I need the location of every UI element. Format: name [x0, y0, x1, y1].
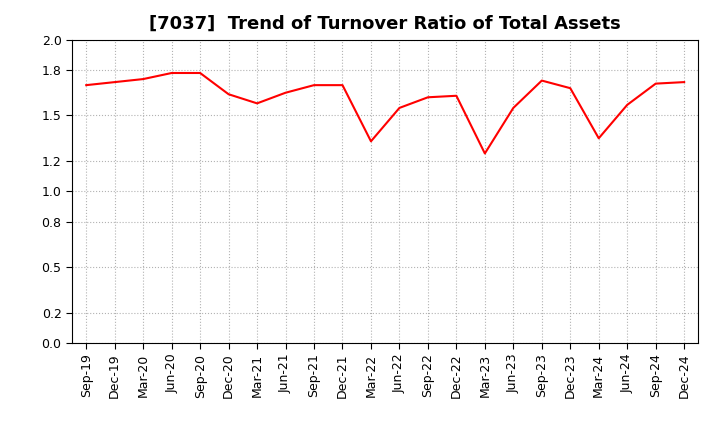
Title: [7037]  Trend of Turnover Ratio of Total Assets: [7037] Trend of Turnover Ratio of Total … — [149, 15, 621, 33]
